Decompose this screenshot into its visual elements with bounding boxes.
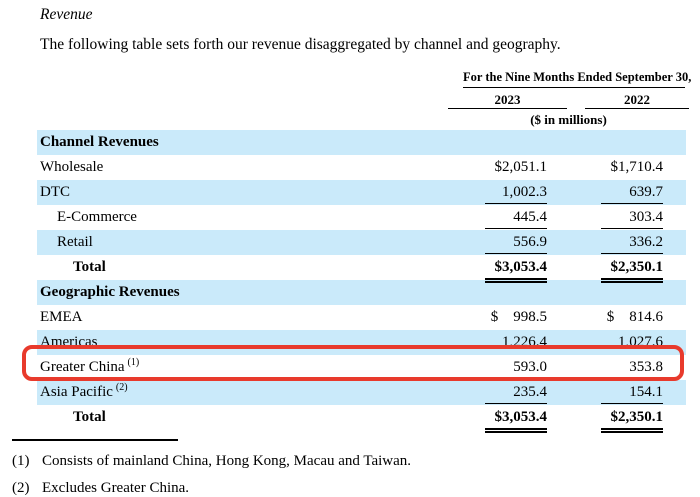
row-value-2022: 154.1: [601, 382, 663, 404]
row-value-2022: $1,710.4: [610, 159, 664, 175]
row-value-2022: [601, 282, 663, 303]
table-row-ecommerce: E-Commerce 445.4 303.4: [37, 205, 686, 230]
row-label: Channel Revenues: [40, 134, 159, 150]
row-value-2023: 1,002.3: [485, 182, 547, 204]
row-label: Asia Pacific (2): [40, 382, 128, 401]
row-value-2022: 1,027.6: [618, 334, 663, 350]
table-row-americas: Americas 1,226.4 1,027.6: [37, 330, 686, 355]
row-label: DTC: [40, 184, 70, 200]
row-label: Total: [73, 259, 106, 275]
table-row-geographic-total: Total $3,053.4 $2,350.1: [37, 405, 686, 433]
row-value-2023: 556.9: [485, 232, 547, 254]
row-label: EMEA: [40, 309, 83, 325]
table-row-channel-revenues-header: Channel Revenues: [37, 130, 686, 155]
table-row-dtc: DTC 1,002.3 639.7: [37, 180, 686, 205]
row-value-2022: $2,350.1: [601, 407, 663, 433]
table-row-retail: Retail 556.9 336.2: [37, 230, 686, 255]
row-value-2022: 639.7: [601, 182, 663, 204]
row-value-2023: 1,226.4: [502, 334, 547, 350]
row-value-2023: $3,053.4: [485, 257, 547, 283]
row-label: Americas: [40, 334, 98, 350]
row-label: Greater China (1): [40, 357, 140, 376]
row-label: E-Commerce: [57, 209, 137, 225]
footnote-text: Consists of mainland China, Hong Kong, M…: [42, 453, 412, 469]
row-value-2023: [485, 282, 547, 303]
column-header-2023: 2023: [448, 92, 567, 109]
row-value-2023: [485, 132, 547, 153]
footnote-divider: [12, 439, 178, 441]
footnote-ref-2: (2): [115, 382, 128, 393]
row-value-2022: [601, 132, 663, 153]
row-label: Total: [73, 409, 106, 425]
row-label: Geographic Revenues: [40, 284, 180, 300]
row-value-2023: $3,053.4: [485, 407, 547, 433]
row-value-2023: $ 998.5: [490, 309, 547, 325]
section-title: Revenue: [40, 6, 93, 23]
table-row-asia-pacific: Asia Pacific (2) 235.4 154.1: [37, 380, 686, 405]
footnote-2: (2) Excludes Greater China.: [12, 478, 189, 497]
row-label: Wholesale: [40, 159, 104, 175]
units-note: ($ in millions): [530, 112, 607, 127]
table-row-greater-china: Greater China (1) 593.0 353.8: [37, 355, 686, 380]
table-row-geographic-revenues-header: Geographic Revenues: [37, 280, 686, 305]
revenue-table: Channel Revenues Wholesale $2,051.1 $1,71…: [37, 130, 686, 433]
row-value-2022: 336.2: [601, 232, 663, 254]
row-value-2022: $ 814.6: [606, 309, 663, 325]
row-value-2022: $2,350.1: [601, 257, 663, 283]
row-value-2023: 235.4: [485, 382, 547, 404]
footnote-text: Excludes Greater China.: [42, 480, 190, 496]
table-row-channel-total: Total $3,053.4 $2,350.1: [37, 255, 686, 283]
intro-paragraph: The following table sets forth our reven…: [40, 36, 561, 53]
row-value-2023: 445.4: [485, 207, 547, 229]
row-value-2022: 303.4: [601, 207, 663, 229]
footnote-1: (1) Consists of mainland China, Hong Kon…: [12, 451, 411, 471]
row-label: Retail: [57, 234, 93, 250]
row-value-2022: 353.8: [629, 359, 663, 375]
table-period-header: For the Nine Months Ended September 30,: [463, 70, 691, 88]
footnote-ref-1: (1): [127, 357, 140, 368]
table-row-wholesale: Wholesale $2,051.1 $1,710.4: [37, 155, 686, 180]
footnote-marker: (2): [12, 480, 30, 496]
footnote-marker: (1): [12, 453, 30, 469]
row-value-2023: $2,051.1: [494, 159, 548, 175]
column-header-2022: 2022: [585, 92, 689, 109]
table-row-emea: EMEA $ 998.5 $ 814.6: [37, 305, 686, 330]
row-value-2023: 593.0: [513, 359, 547, 375]
